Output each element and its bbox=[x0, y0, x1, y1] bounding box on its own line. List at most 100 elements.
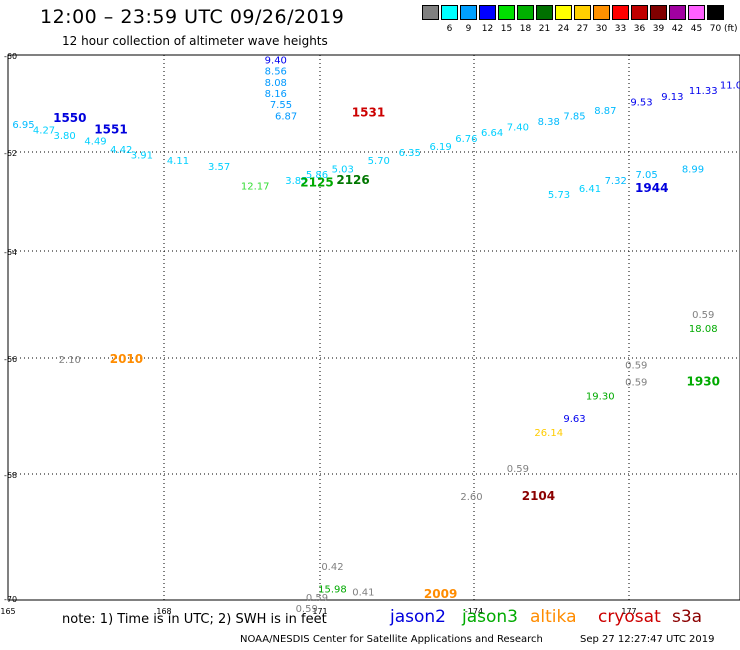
legend-label: 45 bbox=[690, 24, 703, 34]
legend-label: 21 bbox=[538, 24, 551, 34]
wave-height-value: 4.49 bbox=[84, 137, 106, 148]
wave-height-value: 6.95 bbox=[12, 120, 34, 131]
chart-subtitle: 12 hour collection of altimeter wave hei… bbox=[62, 34, 328, 48]
satellite-s3a: s3a bbox=[672, 607, 703, 627]
wave-height-value: 6.19 bbox=[429, 142, 451, 153]
wave-height-value: 2.60 bbox=[460, 492, 482, 503]
legend-swatch bbox=[593, 5, 610, 20]
wave-height-value: 0.59 bbox=[625, 361, 647, 372]
legend-unit: (ft) bbox=[724, 24, 738, 34]
legend-swatch bbox=[612, 5, 629, 20]
wave-height-value: 6.64 bbox=[481, 128, 503, 139]
legend-swatch bbox=[422, 5, 439, 20]
pass-time-label: 1551 bbox=[94, 122, 127, 136]
legend-swatch bbox=[498, 5, 515, 20]
wave-height-value: 6.41 bbox=[579, 184, 601, 195]
x-tick-label: -174 bbox=[465, 607, 483, 616]
wave-height-value: 11.02 bbox=[720, 81, 740, 92]
wave-height-value: 8.87 bbox=[594, 106, 616, 117]
footer-credit: NOAA/NESDIS Center for Satellite Applica… bbox=[240, 634, 543, 645]
wave-height-labels: 6.954.273.80 4.49 4.423.91 4.11 3.57 9.408.56… bbox=[12, 55, 740, 615]
legend-swatch bbox=[441, 5, 458, 20]
satellite-jason2: jason2 bbox=[390, 607, 446, 627]
wave-height-value: 4.11 bbox=[167, 156, 189, 167]
pass-time-label: 1930 bbox=[687, 374, 720, 388]
wave-height-value: 3.57 bbox=[208, 162, 230, 173]
wave-height-value: 5.73 bbox=[548, 190, 570, 201]
wave-height-value: 9.53 bbox=[630, 97, 652, 108]
x-tick-label: 177 bbox=[621, 607, 636, 616]
legend-label: 42 bbox=[671, 24, 684, 34]
pass-time-label: 2010 bbox=[110, 352, 143, 366]
legend-label: 18 bbox=[519, 24, 532, 34]
legend-label: 15 bbox=[500, 24, 513, 34]
legend-swatch bbox=[536, 5, 553, 20]
legend-swatch bbox=[650, 5, 667, 20]
wave-height-value: 8.56 bbox=[265, 67, 287, 78]
x-tick-label: 165 bbox=[0, 607, 15, 616]
wave-height-value: 3.85 bbox=[285, 176, 307, 187]
legend-label: 36 bbox=[633, 24, 646, 34]
x-tick-label: 168 bbox=[156, 607, 171, 616]
legend-label: 30 bbox=[595, 24, 608, 34]
wave-height-value: 18.08 bbox=[689, 324, 718, 335]
wave-height-value: 5.70 bbox=[368, 156, 390, 167]
wave-height-value: 26.14 bbox=[534, 428, 563, 439]
legend-label: 33 bbox=[614, 24, 627, 34]
y-tick-label: -62 bbox=[4, 149, 17, 158]
wave-height-value: 0.59 bbox=[507, 464, 529, 475]
satellite-cryosat: cryosat bbox=[598, 607, 661, 627]
legend-swatch bbox=[517, 5, 534, 20]
wave-height-value: 19.30 bbox=[586, 391, 615, 402]
wave-height-value: 8.38 bbox=[538, 117, 560, 128]
legend-swatch bbox=[555, 5, 572, 20]
legend-label: 9 bbox=[465, 24, 472, 34]
legend-swatch bbox=[479, 5, 496, 20]
wave-height-value: 0.41 bbox=[352, 587, 374, 598]
footer-timestamp: Sep 27 12:27:47 UTC 2019 bbox=[580, 634, 715, 645]
pass-time-label: 2125 bbox=[300, 176, 333, 190]
wave-height-value: 7.05 bbox=[635, 170, 657, 181]
pass-time-label: 1531 bbox=[352, 106, 385, 120]
legend-label: 27 bbox=[576, 24, 589, 34]
legend-label: 6 bbox=[446, 24, 453, 34]
wave-height-value: 4.27 bbox=[33, 125, 55, 136]
wave-height-value: 0.59 bbox=[692, 310, 714, 321]
legend-swatch bbox=[688, 5, 705, 20]
wave-height-value: 6.87 bbox=[275, 111, 297, 122]
wave-height-value: 6.76 bbox=[455, 134, 477, 145]
pass-time-label: 1944 bbox=[635, 181, 668, 195]
wave-height-value: 5.86 bbox=[306, 170, 328, 181]
wave-height-value: 0.59 bbox=[296, 604, 318, 615]
axis-ticks: 165 168 171 -174 177 -60 -62 -64 -66 -68 -70 bbox=[0, 52, 636, 616]
legend-swatch bbox=[707, 5, 724, 20]
wave-height-value: 7.55 bbox=[270, 100, 292, 111]
chart-grid bbox=[7, 54, 740, 601]
wave-height-value: 7.85 bbox=[563, 111, 585, 122]
legend-label: 70 bbox=[709, 24, 722, 34]
wave-height-value: 5.03 bbox=[332, 165, 354, 176]
wave-height-value: 0.59 bbox=[306, 593, 328, 604]
wave-height-value: 6.35 bbox=[399, 148, 421, 159]
pass-time-label: 2009 bbox=[424, 587, 457, 601]
wave-height-value: 4.42 bbox=[110, 145, 132, 156]
legend-label: 12 bbox=[481, 24, 494, 34]
wave-height-value: 8.99 bbox=[682, 165, 704, 176]
plot-frame bbox=[7, 54, 740, 601]
footer-note: note: 1) Time is in UTC; 2) SWH is in fe… bbox=[62, 612, 327, 627]
wave-height-value: 0.59 bbox=[625, 377, 647, 388]
wave-height-value: 11.33 bbox=[689, 86, 718, 97]
y-tick-label: -64 bbox=[4, 248, 17, 257]
wave-height-value: 3.80 bbox=[54, 131, 76, 142]
wave-height-value: 12.17 bbox=[241, 181, 270, 192]
satellite-jason3: jason3 bbox=[462, 607, 518, 627]
x-tick-label: 171 bbox=[312, 607, 327, 616]
y-tick-label: -68 bbox=[4, 471, 17, 480]
y-tick-label: -66 bbox=[4, 355, 17, 364]
wave-height-value: 9.63 bbox=[563, 414, 585, 425]
y-tick-label: -60 bbox=[4, 52, 17, 61]
pass-time-label: 2126 bbox=[336, 173, 369, 187]
legend-swatch bbox=[669, 5, 686, 20]
wave-height-value: 9.13 bbox=[661, 92, 683, 103]
wave-height-value: 8.16 bbox=[265, 89, 287, 100]
